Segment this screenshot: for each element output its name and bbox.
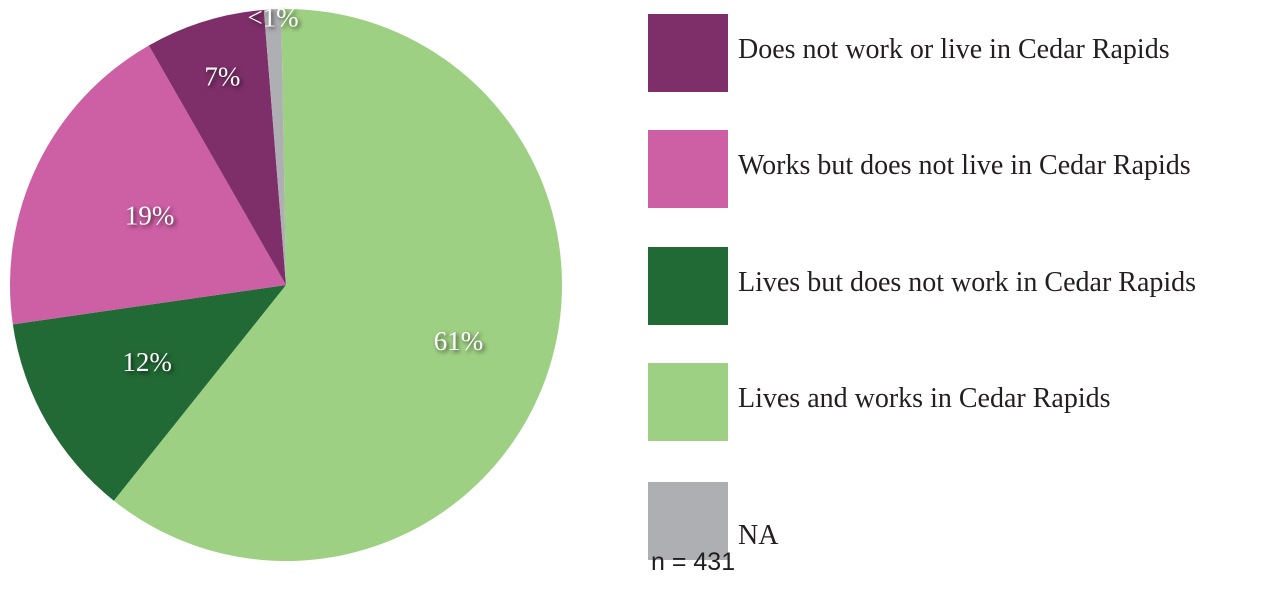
pie-slice	[12, 285, 287, 501]
pie-slice-label: 7%	[204, 62, 240, 92]
legend-swatch	[648, 247, 728, 325]
pie-slice	[263, 9, 286, 286]
pie-slice-labels: 61% 12% 19% 7%<1%	[122, 3, 483, 377]
legend-item-does-not-work-or-live: Does not work or live in Cedar Rapids	[648, 14, 1268, 92]
sample-size-note: n = 431	[651, 548, 736, 576]
pie-chart: 61% 12% 19% 7%<1%	[10, 3, 562, 562]
pie-slice	[113, 9, 562, 562]
pie-slice-label: 61%	[434, 326, 484, 356]
legend-swatch	[648, 482, 728, 560]
pie-slices	[10, 9, 562, 562]
legend-item-lives-and-works: Lives and works in Cedar Rapids	[648, 363, 1268, 441]
legend-label: Lives but does not work in Cedar Rapids	[738, 267, 1197, 298]
pie-slice	[148, 9, 286, 285]
pie-slice-label: 19%	[125, 201, 175, 231]
legend-label: NA	[738, 520, 779, 551]
legend-swatch	[648, 14, 728, 92]
legend-item-works-not-live: Works but does not live in Cedar Rapids	[648, 130, 1268, 208]
legend-swatch	[648, 363, 728, 441]
legend-item-lives-not-work: Lives but does not work in Cedar Rapids	[648, 247, 1268, 325]
legend-label: Works but does not live in Cedar Rapids	[738, 150, 1191, 181]
legend-swatch	[648, 130, 728, 208]
legend-label: Lives and works in Cedar Rapids	[738, 383, 1111, 414]
pie-slice-label: <1%	[247, 3, 298, 33]
legend-label: Does not work or live in Cedar Rapids	[738, 34, 1170, 65]
pie-slice	[10, 45, 287, 325]
legend-item-na: NA	[648, 482, 1268, 560]
pie-slice-label: 12%	[122, 347, 172, 377]
